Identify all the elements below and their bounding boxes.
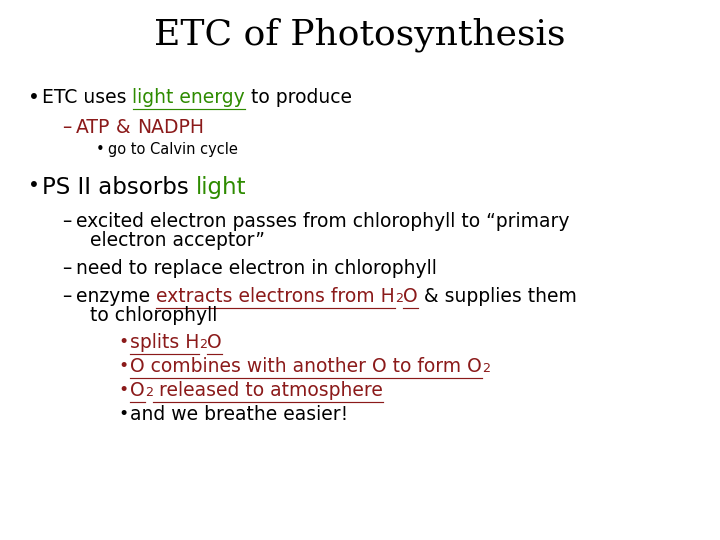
Text: –: – bbox=[62, 259, 71, 278]
Text: NADPH: NADPH bbox=[137, 118, 204, 137]
Text: light energy: light energy bbox=[132, 88, 246, 107]
Text: PS II absorbs: PS II absorbs bbox=[42, 176, 196, 199]
Text: –: – bbox=[62, 212, 71, 231]
Text: •: • bbox=[96, 142, 104, 157]
Text: splits H: splits H bbox=[130, 333, 199, 352]
Text: •: • bbox=[118, 333, 128, 351]
Text: & supplies them: & supplies them bbox=[418, 287, 577, 306]
Text: O: O bbox=[207, 333, 222, 352]
Text: to chlorophyll: to chlorophyll bbox=[90, 306, 217, 325]
Text: need to replace electron in chlorophyll: need to replace electron in chlorophyll bbox=[76, 259, 437, 278]
Text: 2: 2 bbox=[145, 386, 153, 399]
Text: O: O bbox=[403, 287, 418, 306]
Text: 2: 2 bbox=[482, 362, 490, 375]
Text: 2: 2 bbox=[199, 338, 207, 351]
Text: extracts electrons from H: extracts electrons from H bbox=[156, 287, 395, 306]
Text: ETC of Photosynthesis: ETC of Photosynthesis bbox=[154, 18, 566, 52]
Text: •: • bbox=[118, 357, 128, 375]
Text: light: light bbox=[196, 176, 246, 199]
Text: 2: 2 bbox=[395, 292, 403, 305]
Text: enzyme: enzyme bbox=[76, 287, 156, 306]
Text: O combines with another O to form O: O combines with another O to form O bbox=[130, 357, 482, 376]
Text: ATP: ATP bbox=[76, 118, 110, 137]
Text: •: • bbox=[28, 176, 40, 195]
Text: •: • bbox=[118, 381, 128, 399]
Text: electron acceptor”: electron acceptor” bbox=[90, 231, 265, 250]
Text: to produce: to produce bbox=[246, 88, 352, 107]
Text: O: O bbox=[130, 381, 145, 400]
Text: –: – bbox=[62, 287, 71, 306]
Text: &: & bbox=[110, 118, 137, 137]
Text: and we breathe easier!: and we breathe easier! bbox=[130, 405, 348, 424]
Text: go to Calvin cycle: go to Calvin cycle bbox=[108, 142, 238, 157]
Text: released to atmosphere: released to atmosphere bbox=[153, 381, 382, 400]
Text: •: • bbox=[28, 88, 40, 107]
Text: •: • bbox=[118, 405, 128, 423]
Text: –: – bbox=[62, 118, 71, 137]
Text: excited electron passes from chlorophyll to “primary: excited electron passes from chlorophyll… bbox=[76, 212, 570, 231]
Text: ETC uses: ETC uses bbox=[42, 88, 132, 107]
